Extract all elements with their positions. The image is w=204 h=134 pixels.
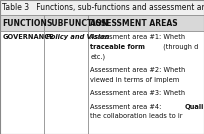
Text: Assessment area #4:: Assessment area #4: bbox=[90, 104, 164, 110]
Bar bbox=[44, 31, 88, 134]
Bar bbox=[44, 15, 88, 31]
Text: Policy and Vision: Policy and Vision bbox=[46, 34, 110, 40]
Text: Assessment area #2: Wheth: Assessment area #2: Wheth bbox=[90, 67, 185, 73]
Text: viewed in terms of implem: viewed in terms of implem bbox=[90, 77, 180, 83]
Text: etc.): etc.) bbox=[90, 53, 105, 60]
Text: ASSESSMENT AREAS: ASSESSMENT AREAS bbox=[90, 19, 178, 28]
Text: (through d: (through d bbox=[161, 44, 198, 50]
Bar bbox=[88, 31, 204, 134]
Text: SUBFUNCTION: SUBFUNCTION bbox=[46, 19, 109, 28]
Text: Assessment area #3: Wheth: Assessment area #3: Wheth bbox=[90, 90, 185, 96]
Text: traceable form: traceable form bbox=[90, 44, 145, 50]
Bar bbox=[0, 0, 204, 15]
Text: Assessment area #1: Wheth: Assessment area #1: Wheth bbox=[90, 34, 185, 40]
Text: Table 3   Functions, sub-functions and assessment areas: g: Table 3 Functions, sub-functions and ass… bbox=[2, 3, 204, 12]
Text: FUNCTION: FUNCTION bbox=[2, 19, 47, 28]
Text: Quali: Quali bbox=[185, 104, 204, 110]
Bar bbox=[88, 15, 204, 31]
Bar bbox=[0, 31, 44, 134]
Text: the collaboration leads to ir: the collaboration leads to ir bbox=[90, 113, 183, 120]
Text: GOVERNANCE: GOVERNANCE bbox=[2, 34, 54, 40]
Bar bbox=[0, 15, 44, 31]
